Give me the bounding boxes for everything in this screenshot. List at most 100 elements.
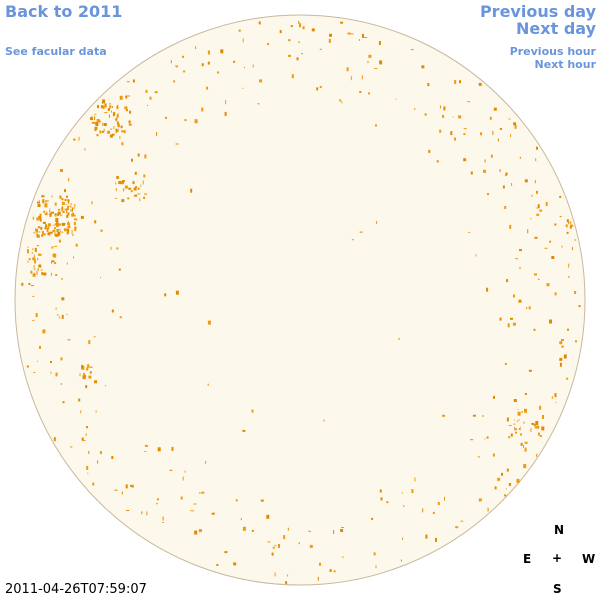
facula <box>494 486 497 490</box>
facula <box>524 179 528 183</box>
facula <box>134 171 137 175</box>
facula <box>477 456 480 458</box>
facula <box>36 270 38 275</box>
facula <box>109 105 112 109</box>
facula <box>530 428 532 432</box>
facula <box>67 212 70 216</box>
facula <box>129 110 132 114</box>
facula <box>478 82 482 86</box>
facula <box>549 240 552 243</box>
facula <box>80 215 84 219</box>
facula <box>528 306 531 310</box>
facula <box>55 233 58 237</box>
facula <box>299 23 301 28</box>
facula <box>379 489 382 493</box>
facula <box>513 419 515 421</box>
facula <box>534 180 536 184</box>
facula <box>111 110 112 113</box>
facula <box>116 113 119 118</box>
facula <box>519 267 521 269</box>
facula <box>72 234 74 236</box>
facula <box>521 410 523 413</box>
facula <box>57 222 59 227</box>
facula <box>70 208 72 212</box>
facula <box>533 424 536 427</box>
facula <box>570 221 572 226</box>
back-link[interactable]: Back to 2011 <box>5 2 123 21</box>
facula <box>73 214 76 217</box>
facula <box>43 233 46 236</box>
previous-hour-link[interactable]: Previous hour <box>509 45 596 58</box>
facula <box>47 228 49 231</box>
facula <box>422 508 424 513</box>
facula <box>559 357 563 361</box>
facula <box>66 195 68 198</box>
facula <box>33 265 35 269</box>
facula <box>518 299 522 303</box>
facula <box>199 492 201 494</box>
facula <box>115 128 118 133</box>
facula <box>101 130 104 133</box>
facula <box>49 210 51 213</box>
next-hour-link[interactable]: Next hour <box>534 58 597 71</box>
facula <box>568 263 570 268</box>
facula <box>371 517 374 520</box>
facula <box>539 435 542 437</box>
facula <box>502 185 505 189</box>
facula <box>51 195 53 198</box>
facula <box>252 64 254 68</box>
facula <box>233 562 237 566</box>
facula <box>111 106 113 108</box>
facula <box>535 421 539 425</box>
facula <box>55 373 58 377</box>
facula <box>44 203 48 208</box>
compass-north: N <box>554 523 565 537</box>
facula <box>515 258 519 260</box>
facula <box>78 398 81 402</box>
previous-day-link[interactable]: Previous day <box>479 2 596 21</box>
facula <box>519 428 520 430</box>
facula <box>94 126 97 131</box>
facula <box>541 426 545 431</box>
facula <box>513 294 515 298</box>
facula <box>89 371 92 374</box>
solar-disk <box>14 14 586 586</box>
facula <box>508 118 511 120</box>
facula <box>242 38 244 43</box>
facula <box>319 86 322 88</box>
facula <box>470 171 473 175</box>
facula <box>127 197 130 200</box>
facula <box>33 372 36 373</box>
facula <box>499 169 501 173</box>
facula <box>104 385 106 387</box>
facula <box>99 451 102 455</box>
facula <box>33 232 36 234</box>
facula <box>36 217 40 221</box>
facula <box>233 60 236 63</box>
facular-link[interactable]: See facular data <box>5 45 107 58</box>
facula <box>414 477 416 482</box>
facula <box>97 105 99 109</box>
facula <box>113 126 115 130</box>
facula <box>450 131 453 136</box>
facula <box>401 492 403 494</box>
facula <box>175 290 179 295</box>
facula <box>128 120 131 124</box>
facula <box>61 314 64 319</box>
facula <box>41 234 44 237</box>
facula <box>242 429 246 432</box>
facula <box>111 133 115 136</box>
facula <box>442 414 446 417</box>
facula <box>537 278 540 280</box>
facula <box>59 195 62 199</box>
facula <box>56 220 59 224</box>
facula <box>121 125 123 127</box>
next-day-link[interactable]: Next day <box>516 19 596 38</box>
facula <box>93 336 96 338</box>
facula <box>135 186 138 188</box>
facula <box>517 419 520 421</box>
facula <box>86 426 88 429</box>
facula <box>287 527 289 531</box>
facula <box>54 213 57 217</box>
facula <box>87 472 89 474</box>
